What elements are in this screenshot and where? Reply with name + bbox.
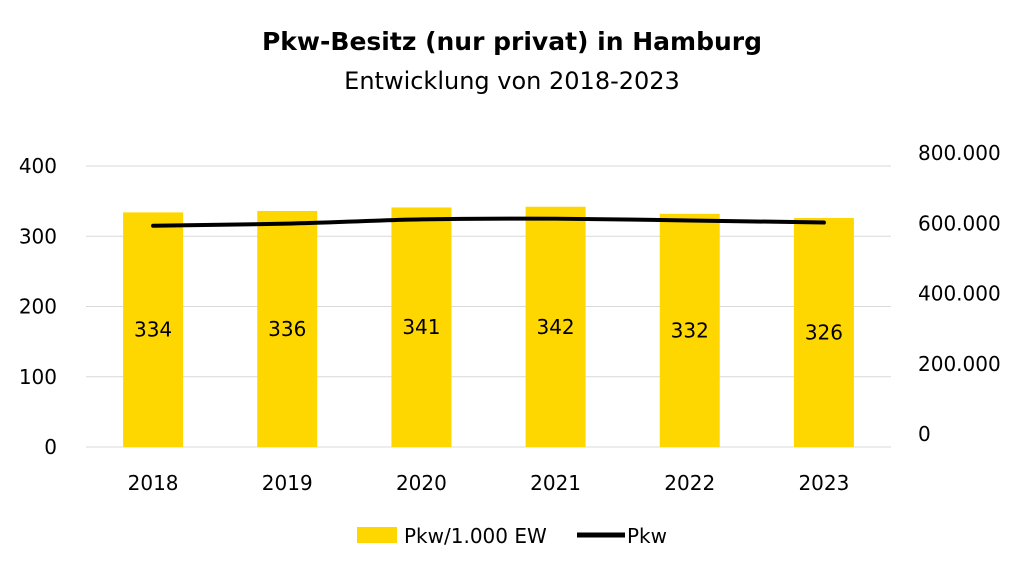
legend-swatch-bar — [357, 527, 397, 543]
x-tick-label: 2023 — [798, 471, 849, 495]
y-right-tick-label: 400.000 — [918, 282, 1001, 306]
bar-data-label: 326 — [805, 320, 843, 344]
legend: Pkw/1.000 EW Pkw — [357, 524, 667, 548]
bar — [257, 210, 318, 447]
bar-data-label: 336 — [268, 317, 306, 341]
y-left-tick-label: 100 — [19, 365, 57, 389]
x-tick-label: 2018 — [128, 471, 179, 495]
chart-title: Pkw-Besitz (nur privat) in Hamburg — [262, 27, 762, 56]
left-axis: 0 100 200 300 400 — [19, 154, 57, 459]
legend-label-line: Pkw — [627, 524, 667, 548]
x-tick-label: 2020 — [396, 471, 447, 495]
gridlines — [86, 165, 891, 448]
x-tick-label: 2019 — [262, 471, 313, 495]
bar — [525, 206, 586, 447]
bar-data-label: 332 — [671, 318, 709, 342]
chart-subtitle: Entwicklung von 2018-2023 — [344, 67, 680, 95]
legend-label-bar: Pkw/1.000 EW — [404, 524, 547, 548]
y-right-tick-label: 800.000 — [918, 141, 1001, 165]
y-right-tick-label: 600.000 — [918, 211, 1001, 235]
bar-data-label: 334 — [134, 318, 172, 342]
data-labels: 334 336 341 342 332 326 — [134, 315, 843, 345]
x-tick-label: 2021 — [530, 471, 581, 495]
y-left-tick-label: 200 — [19, 295, 57, 319]
bar-series — [123, 206, 854, 447]
bar — [659, 213, 720, 447]
y-left-tick-label: 400 — [19, 154, 57, 178]
y-right-tick-label: 200.000 — [918, 352, 1001, 376]
y-left-tick-label: 300 — [19, 224, 57, 248]
x-tick-label: 2022 — [664, 471, 715, 495]
bar — [391, 207, 452, 447]
y-left-tick-label: 0 — [44, 435, 57, 459]
bar — [793, 217, 854, 447]
y-right-tick-label: 0 — [918, 422, 931, 446]
right-axis: 0 200.000 400.000 600.000 800.000 — [918, 141, 1001, 446]
series-line-pkw — [151, 216, 826, 228]
bar — [123, 212, 184, 447]
x-axis: 2018 2019 2020 2021 2022 2023 — [128, 471, 850, 495]
bar-data-label: 342 — [536, 315, 574, 339]
line-series — [151, 216, 826, 228]
bar-data-label: 341 — [402, 315, 440, 339]
